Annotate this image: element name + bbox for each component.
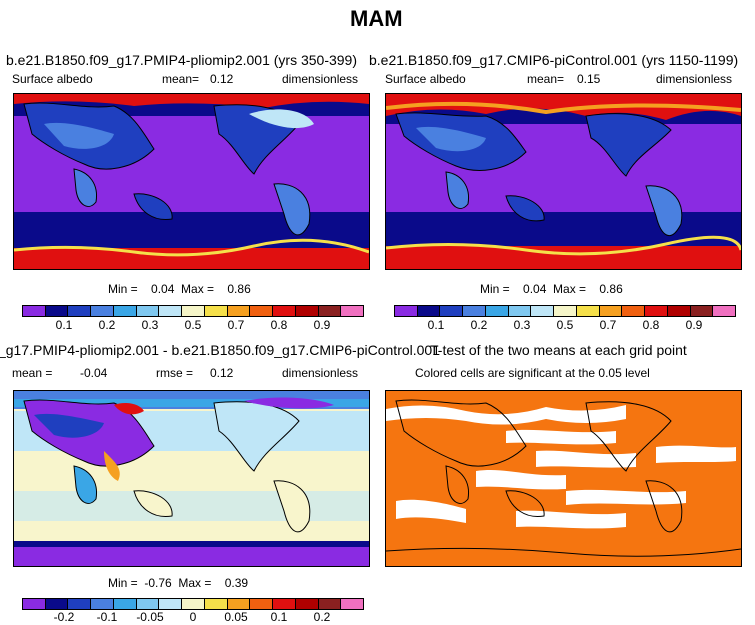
- colorbar-tick-label: 0.3: [513, 318, 531, 332]
- mean-label-top-left: mean=: [162, 72, 200, 86]
- colorbar-tick-label: 0.8: [642, 318, 660, 332]
- colorbar-tick-label: 0.9: [685, 318, 703, 332]
- variable-label-top-right: Surface albedo: [385, 72, 466, 86]
- map-svg-bottom-right: [386, 391, 741, 566]
- colorbar-bottom-left: [22, 598, 364, 610]
- mean-label-top-right: mean=: [527, 72, 565, 86]
- colorbar-tick-label: -0.2: [53, 610, 75, 624]
- colorbar-top-right: [394, 305, 736, 317]
- colorbar-tick-label: 0.7: [599, 318, 617, 332]
- colorbar-tick-label: 0.5: [184, 318, 202, 332]
- rmse-value-bottom-left: 0.12: [210, 366, 234, 380]
- colorbar-tick-label: 0: [189, 610, 197, 624]
- rmse-label-bottom-left: rmse =: [156, 366, 194, 380]
- panel-title-clip-bottom-left: b.e21.B1850.f09_g17.PMIP4-pliomip2.001 -…: [0, 342, 440, 362]
- colorbar-tick-label: 0.2: [470, 318, 488, 332]
- colorbar-top-left: [22, 305, 364, 317]
- colorbar-tick-label: 0.1: [427, 318, 445, 332]
- colorbar-tick-label: 0.9: [313, 318, 331, 332]
- units-label-top-left: dimensionless: [282, 72, 359, 86]
- map-svg-top-left: [14, 94, 369, 269]
- minmax-bottom-left: Min = -0.76 Max = 0.39: [108, 576, 249, 590]
- colorbar-tick-label: 0.1: [55, 318, 73, 332]
- map-panel-top-left: [13, 93, 370, 270]
- minmax-top-left: Min = 0.04 Max = 0.86: [108, 282, 251, 296]
- colorbar-tick-label: -0.1: [96, 610, 118, 624]
- units-label-top-right: dimensionless: [656, 72, 733, 86]
- map-panel-bottom-right: [385, 390, 742, 567]
- colorbar-tick-label: 0.05: [224, 610, 248, 624]
- mean-value-top-right: 0.15: [577, 72, 601, 86]
- map-panel-top-right: [385, 93, 742, 270]
- minmax-top-right: Min = 0.04 Max = 0.86: [480, 282, 623, 296]
- panel-title-top-left: b.e21.B1850.f09_g17.PMIP4-pliomip2.001 (…: [6, 52, 357, 68]
- panel-title-bottom-left: b.e21.B1850.f09_g17.PMIP4-pliomip2.001 -…: [0, 342, 440, 358]
- map-panel-bottom-left: [13, 390, 370, 567]
- map-svg-bottom-left: [14, 391, 369, 566]
- variable-label-top-left: Surface albedo: [12, 72, 93, 86]
- mean-label-bottom-left: mean =: [12, 366, 53, 380]
- map-svg-top-right: [386, 94, 741, 269]
- colorbar-tick-label: 0.2: [313, 610, 331, 624]
- colorbar-tick-label: -0.05: [136, 610, 164, 624]
- panel-subtitle-bottom-right: Colored cells are significant at the 0.0…: [415, 366, 650, 380]
- colorbar-tick-label: 0.8: [270, 318, 288, 332]
- panel-title-top-right: b.e21.B1850.f09_g17.CMIP6-piControl.001 …: [369, 52, 739, 68]
- colorbar-tick-label: 0.2: [98, 318, 116, 332]
- mean-value-bottom-left: -0.04: [80, 366, 108, 380]
- panel-title-bottom-right: T-test of the two means at each grid poi…: [430, 342, 687, 358]
- colorbar-tick-label: 0.3: [141, 318, 159, 332]
- colorbar-tick-label: 0.7: [227, 318, 245, 332]
- figure-title: MAM: [350, 6, 403, 31]
- mean-value-top-left: 0.12: [210, 72, 234, 86]
- units-label-bottom-left: dimensionless: [282, 366, 359, 380]
- colorbar-tick-label: 0.5: [556, 318, 574, 332]
- colorbar-tick-label: 0.1: [270, 610, 288, 624]
